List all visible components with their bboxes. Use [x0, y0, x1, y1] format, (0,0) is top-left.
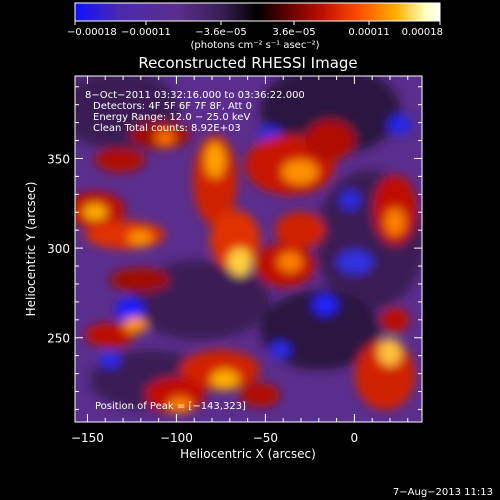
x-axis-tick-labels: −150 −100 −50 0 — [71, 431, 358, 445]
heatmap-blob — [155, 130, 175, 146]
heatmap-blob — [228, 248, 252, 276]
heatmap-blob — [193, 135, 237, 225]
colorbar-tick-label: −3.6e−05 — [195, 27, 247, 38]
heatmap-blob — [278, 252, 302, 272]
plot-frame — [74, 75, 423, 423]
x-tick-label: 0 — [351, 431, 359, 445]
y-axis-tick-labels: 250 300 350 — [47, 152, 70, 345]
heatmap-blob — [110, 268, 170, 292]
colorbar-ticks — [74, 21, 441, 25]
y-tick-label: 300 — [47, 242, 70, 256]
colorbar — [74, 2, 441, 22]
annotation-block: 8−Oct−2011 03:32:16.000 to 03:36:22.000 … — [85, 90, 305, 134]
heatmap-blob — [100, 352, 120, 368]
footer-date: 7−Aug−2013 11:13 — [393, 487, 493, 498]
colorbar-tick-labels: −0.00018 −0.00011 −3.6e−05 3.6e−05 0.00011 0.… — [67, 27, 443, 38]
heatmap-blob — [282, 160, 318, 184]
y-tick-label: 250 — [47, 332, 70, 346]
heatmap-blob — [337, 250, 373, 274]
heatmap-blob — [85, 323, 135, 347]
colorbar-tick-label: 0.00018 — [402, 27, 443, 38]
colorbar-tick-label: −0.00011 — [121, 27, 171, 38]
heatmap-image — [75, 76, 422, 422]
colorbar-unit-label: (photons cm⁻² s⁻¹ asec⁻²) — [190, 40, 319, 51]
colorbar-tick-label: −0.00018 — [67, 27, 117, 38]
x-tick-label: −50 — [253, 431, 278, 445]
heatmap-blob — [313, 295, 337, 315]
heatmap-blob — [305, 120, 355, 160]
annotation-energy-range: Energy Range: 12.0 − 25.0 keV — [93, 112, 250, 123]
heatmap-blob — [378, 338, 402, 366]
heatmap-blob — [385, 208, 405, 236]
heatmap-blob — [388, 115, 412, 135]
x-tick-label: −150 — [71, 431, 104, 445]
chart-title: Reconstructed RHESSI Image — [138, 54, 357, 72]
heatmap-blob — [83, 204, 107, 220]
peak-position-label: Position of Peak = [−143,323] — [95, 401, 246, 412]
x-tick-label: −100 — [160, 431, 193, 445]
y-axis-label: Heliocentric Y (arcsec) — [24, 182, 38, 317]
y-tick-label: 350 — [47, 152, 70, 166]
annotation-detectors: Detectors: 4F 5F 6F 7F 8F, Att 0 — [93, 101, 252, 112]
x-axis-label: Heliocentric X (arcsec) — [180, 447, 316, 461]
x-axis-ticks — [86, 76, 409, 422]
heatmap-blob — [205, 142, 225, 178]
heatmap-blob — [211, 370, 239, 390]
heatmap-blob — [240, 383, 280, 407]
annotation-time-range: 8−Oct−2011 03:32:16.000 to 03:36:22.000 — [85, 90, 305, 101]
annotation-counts: Clean Total counts: 8.92E+03 — [93, 123, 241, 134]
heatmap-blob — [381, 308, 409, 332]
colorbar-tick-label: 0.00011 — [348, 27, 389, 38]
heatmap-blob — [275, 212, 325, 248]
colorbar-tick-label: 3.6e−05 — [272, 27, 315, 38]
heatmap-blob — [180, 350, 260, 390]
heatmap-blob — [116, 298, 144, 322]
y-axis-ticks — [75, 86, 422, 410]
heatmap-blob — [128, 230, 152, 246]
heatmap-blob — [340, 190, 360, 210]
heatmap-blob — [85, 221, 165, 249]
heatmap-blob — [95, 148, 145, 172]
heatmap-blob — [270, 342, 290, 358]
heatmap-blob — [123, 317, 147, 333]
heatmap-blob — [168, 397, 192, 413]
